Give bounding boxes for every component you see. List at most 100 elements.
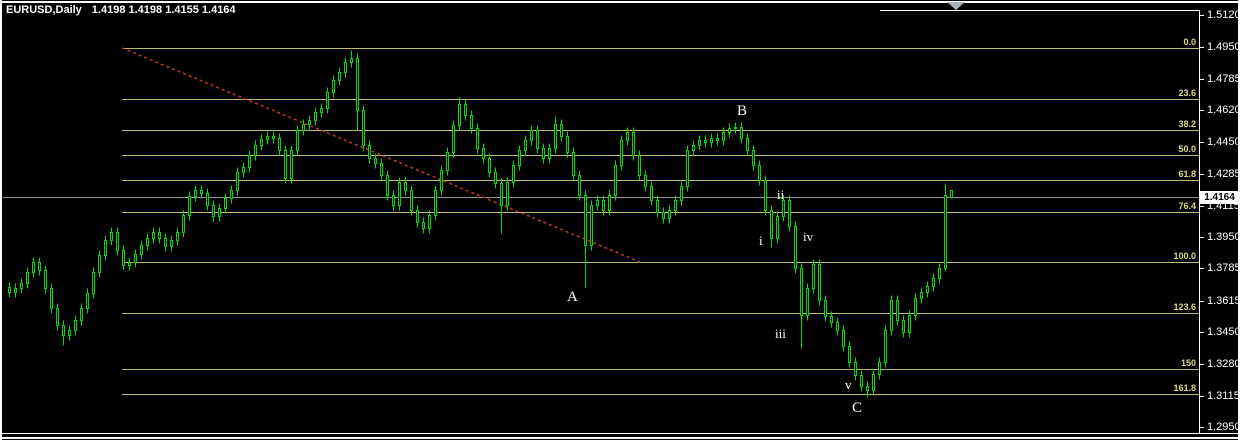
candle-body (356, 58, 359, 111)
candle-body (20, 283, 23, 289)
candle-body (188, 196, 191, 216)
candle-body (914, 298, 917, 316)
candle-body (920, 292, 923, 299)
candle-body (704, 140, 707, 143)
candle-body (812, 264, 815, 289)
price-axis-label: 1.3115 (1207, 390, 1240, 402)
candle-body (878, 362, 881, 375)
candle-body (950, 190, 953, 198)
candle-body (50, 288, 53, 309)
candle-body (8, 287, 11, 293)
price-axis-tick (1199, 427, 1204, 428)
candle-body (482, 148, 485, 159)
candle-body (92, 272, 95, 294)
price-axis-tick (1199, 15, 1204, 16)
candle-body (884, 330, 887, 363)
scroll-to-end-marker-icon (947, 2, 965, 10)
candle-body (68, 330, 71, 336)
price-axis-tick (1199, 174, 1204, 175)
candle-body (554, 124, 557, 149)
candle-body (308, 120, 311, 125)
candle-body (464, 104, 467, 116)
symbol-period-label: EURUSD,Daily (6, 4, 82, 16)
fib-level-line (122, 99, 1199, 100)
fib-level-line (122, 369, 1199, 370)
candle-body (176, 232, 179, 241)
candle-body (272, 136, 275, 139)
price-axis-tick (1199, 110, 1204, 111)
fib-level-line (122, 130, 1199, 131)
candle-body (290, 150, 293, 179)
candle-body (410, 190, 413, 211)
candle-body (788, 200, 791, 227)
candle-body (326, 92, 329, 109)
candle-body (842, 330, 845, 347)
candle-body (782, 200, 785, 217)
candle-body (716, 138, 719, 141)
candle-body (602, 200, 605, 211)
wave-label: i (759, 233, 763, 248)
candle-body (380, 163, 383, 176)
time-axis-separator (2, 433, 1238, 434)
chart-plot-area[interactable]: 0.0 23.6 38.2 50.0 61.8 76.4 100.0 123.6 150 161.… (0, 0, 1199, 440)
candle-body (416, 210, 419, 223)
candle-body (824, 300, 827, 317)
candle-body (260, 139, 263, 146)
wave-label: iii (775, 326, 786, 341)
candle-body (770, 210, 773, 239)
candle-body (746, 138, 749, 151)
price-axis-label: 1.2950 (1207, 421, 1240, 433)
price-axis-tick (1199, 47, 1204, 48)
candle-body (938, 268, 941, 279)
candle-body (854, 362, 857, 376)
wave-label: A (567, 289, 578, 305)
price-axis-label: 1.5120 (1207, 9, 1240, 21)
candle-body (902, 320, 905, 333)
fib-level-label: 61.8 (1178, 169, 1196, 179)
candle-body (518, 150, 521, 166)
chart-title: EURUSD,Daily 1.4198 1.4198 1.4155 1.4164 (3, 3, 242, 18)
candle-body (434, 190, 437, 216)
candle-body (542, 148, 545, 159)
candle-body (152, 232, 155, 239)
candle-body (764, 180, 767, 211)
candle-body (140, 245, 143, 255)
candle-body (674, 200, 677, 211)
wave-label: iv (803, 229, 814, 244)
price-axis-label: 1.4785 (1207, 73, 1240, 85)
candle-body (800, 268, 803, 316)
candle-body (218, 208, 221, 217)
candle-body (668, 210, 671, 219)
candle-body (866, 386, 869, 391)
price-axis[interactable] (1199, 0, 1240, 440)
candle-body (398, 182, 401, 206)
candle-body (86, 293, 89, 309)
candle-body (512, 165, 515, 183)
candle-body (314, 112, 317, 121)
price-axis-tick (1199, 79, 1204, 80)
frame-bottom (0, 437, 1240, 439)
candle-body (698, 140, 701, 146)
candle-body (266, 136, 269, 140)
fib-level-line (122, 394, 1199, 395)
candle-body (566, 136, 569, 153)
candle-body (386, 175, 389, 196)
price-axis-label: 1.3950 (1207, 231, 1240, 243)
candle-body (446, 152, 449, 171)
price-axis-label: 1.3450 (1207, 326, 1240, 338)
candle-body (548, 148, 551, 159)
candle-body (740, 127, 743, 139)
candle-body (830, 316, 833, 323)
candle-body (794, 226, 797, 269)
candle-body (500, 183, 503, 206)
candle-body (344, 62, 347, 73)
candle-body (638, 155, 641, 176)
candle-body (254, 145, 257, 156)
candle-body (374, 158, 377, 164)
frame-left (0, 0, 2, 440)
current-price-tag: 1.4164 (1200, 191, 1239, 204)
candle-body (44, 270, 47, 289)
candle-body (710, 138, 713, 143)
fib-level-label: 23.6 (1178, 88, 1196, 98)
candle-body (848, 346, 851, 363)
